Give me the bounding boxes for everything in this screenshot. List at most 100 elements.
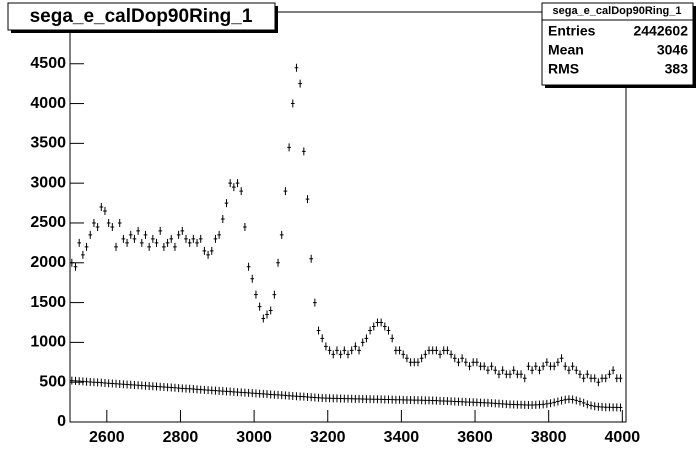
data-point xyxy=(463,397,468,406)
data-point xyxy=(121,380,126,389)
data-point xyxy=(169,383,174,392)
data-point xyxy=(438,396,442,405)
data-point xyxy=(217,386,221,395)
data-point xyxy=(504,370,509,379)
data-point xyxy=(73,376,78,385)
data-point xyxy=(614,403,619,412)
data-point xyxy=(209,246,214,255)
data-point xyxy=(283,187,288,196)
data-point xyxy=(578,370,582,379)
data-point xyxy=(434,346,439,355)
data-point xyxy=(493,399,498,408)
data-point xyxy=(618,374,623,383)
data-point xyxy=(394,346,398,355)
data-point xyxy=(456,358,461,367)
data-point xyxy=(544,358,549,367)
data-point xyxy=(475,358,479,367)
data-point xyxy=(445,346,450,355)
data-point xyxy=(441,396,446,405)
data-point xyxy=(202,385,207,394)
y-tick-label: 2500 xyxy=(30,214,66,231)
data-point xyxy=(379,318,383,327)
data-point xyxy=(603,403,608,412)
data-point xyxy=(412,396,417,405)
data-point xyxy=(556,397,560,406)
data-point xyxy=(618,403,623,412)
data-point xyxy=(206,250,210,259)
x-tick-label: 2800 xyxy=(163,429,199,446)
data-point xyxy=(301,147,306,156)
data-point xyxy=(213,386,218,395)
data-point xyxy=(125,238,129,247)
data-point xyxy=(548,362,553,371)
x-tick-label: 4000 xyxy=(605,429,641,446)
data-point xyxy=(478,398,483,407)
stat-label: Mean xyxy=(548,42,584,58)
data-point xyxy=(250,274,255,283)
data-point xyxy=(165,383,170,392)
data-point xyxy=(438,350,442,359)
title-box xyxy=(7,2,276,31)
data-point xyxy=(541,362,545,371)
data-point xyxy=(162,383,166,392)
data-point xyxy=(338,394,343,403)
data-point xyxy=(371,395,376,404)
data-point xyxy=(556,358,560,367)
data-point xyxy=(489,399,494,408)
data-point xyxy=(416,396,420,405)
data-point xyxy=(99,378,104,387)
data-point xyxy=(416,358,420,367)
data-point xyxy=(313,393,317,402)
data-point xyxy=(279,230,284,239)
data-point xyxy=(533,400,538,409)
data-point xyxy=(95,378,100,387)
data-point xyxy=(257,302,262,311)
stat-value: 2442602 xyxy=(633,23,688,39)
data-point xyxy=(217,230,221,239)
stat-value: 3046 xyxy=(657,42,688,58)
data-point xyxy=(552,398,557,407)
data-point xyxy=(139,238,144,247)
data-point xyxy=(394,395,398,404)
data-point xyxy=(364,395,369,404)
data-point xyxy=(375,395,380,404)
data-point xyxy=(349,394,354,403)
data-point xyxy=(195,385,199,394)
data-point xyxy=(106,379,111,388)
data-point xyxy=(589,401,593,410)
data-point xyxy=(213,234,218,243)
data-point xyxy=(261,314,266,323)
data-point xyxy=(327,346,332,355)
data-point xyxy=(467,362,472,371)
data-point xyxy=(592,374,597,383)
stat-label: RMS xyxy=(548,61,579,77)
y-tick-label: 4500 xyxy=(30,55,66,72)
data-point xyxy=(467,398,472,407)
data-point xyxy=(84,242,89,251)
data-point xyxy=(99,203,104,212)
data-point xyxy=(294,63,299,72)
data-point xyxy=(519,400,523,409)
data-point xyxy=(471,358,476,367)
data-point xyxy=(452,397,457,406)
data-point xyxy=(390,334,395,343)
stats-box xyxy=(541,2,694,86)
data-point xyxy=(548,399,553,408)
data-point xyxy=(408,396,413,405)
data-point xyxy=(335,346,339,355)
data-point xyxy=(614,374,619,383)
data-point xyxy=(287,143,291,152)
data-point xyxy=(500,366,505,375)
data-point xyxy=(235,388,240,397)
data-point xyxy=(530,400,534,409)
data-point xyxy=(508,400,512,409)
data-point xyxy=(81,377,85,386)
data-point xyxy=(445,397,450,406)
data-point xyxy=(70,376,74,385)
x-tick-label: 2600 xyxy=(89,429,125,446)
data-point xyxy=(121,234,126,243)
data-point xyxy=(110,222,115,231)
data-point xyxy=(173,383,177,392)
data-point xyxy=(360,394,365,403)
